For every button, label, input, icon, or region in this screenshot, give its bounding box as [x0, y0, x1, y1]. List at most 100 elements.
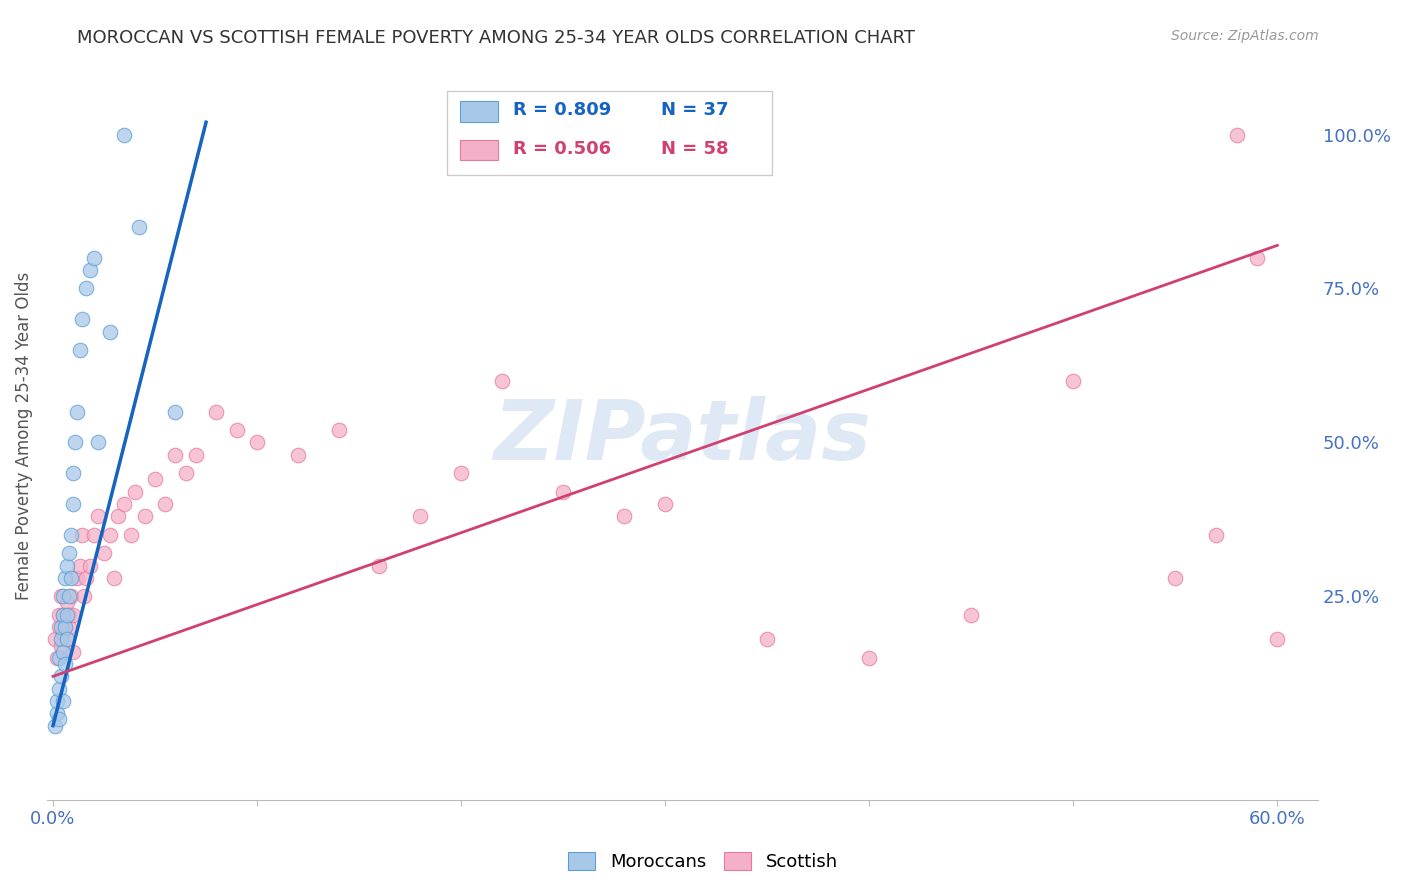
Point [62, 466, 84, 480]
Point [124, 484, 146, 499]
Point [120, 528, 142, 542]
Point [1225, 128, 1247, 142]
Point [60, 590, 83, 604]
FancyBboxPatch shape [460, 140, 498, 161]
Point [225, 423, 247, 437]
Point [450, 466, 472, 480]
Text: N = 37: N = 37 [661, 101, 728, 119]
Point [654, 497, 676, 511]
Point [53, 620, 76, 634]
Point [56, 595, 79, 609]
Point [205, 404, 228, 418]
Point [60, 571, 83, 585]
Point [62, 645, 84, 659]
Point [1205, 528, 1227, 542]
Point [70, 312, 93, 326]
Point [51, 590, 73, 604]
Point [52, 590, 75, 604]
Point [65, 435, 87, 450]
Point [44, 718, 66, 732]
Point [165, 448, 187, 462]
Text: R = 0.506: R = 0.506 [513, 139, 612, 158]
Point [87, 509, 110, 524]
Point [858, 651, 880, 665]
Y-axis label: Female Poverty Among 25-34 Year Olds: Female Poverty Among 25-34 Year Olds [15, 272, 32, 600]
Point [75, 571, 97, 585]
Point [87, 435, 110, 450]
Point [48, 620, 70, 634]
Point [46, 651, 69, 665]
Point [960, 607, 983, 622]
Point [56, 558, 79, 573]
Point [79, 558, 101, 573]
Point [66, 404, 89, 418]
Point [79, 263, 101, 277]
Text: MOROCCAN VS SCOTTISH FEMALE POVERTY AMONG 25-34 YEAR OLDS CORRELATION CHART: MOROCCAN VS SCOTTISH FEMALE POVERTY AMON… [77, 29, 915, 46]
FancyBboxPatch shape [447, 91, 772, 175]
Point [287, 448, 309, 462]
Point [53, 657, 76, 671]
Point [53, 571, 76, 585]
Point [165, 404, 187, 418]
Point [53, 620, 76, 634]
Point [51, 620, 73, 634]
Point [52, 607, 75, 622]
Point [52, 694, 75, 708]
Point [107, 509, 129, 524]
Point [184, 448, 207, 462]
Point [98, 325, 121, 339]
Point [1164, 571, 1187, 585]
Point [1246, 251, 1268, 265]
Point [143, 472, 166, 486]
Point [69, 558, 91, 573]
Point [56, 632, 79, 647]
Point [72, 590, 94, 604]
Point [56, 632, 79, 647]
Text: R = 0.809: R = 0.809 [513, 101, 612, 119]
Point [48, 681, 70, 696]
Point [128, 219, 150, 234]
Point [44, 632, 66, 647]
Point [48, 651, 70, 665]
Point [52, 645, 75, 659]
Point [174, 466, 197, 480]
Point [155, 497, 177, 511]
Point [1062, 374, 1084, 388]
Point [51, 632, 73, 647]
Text: N = 58: N = 58 [661, 139, 728, 158]
Point [51, 669, 73, 683]
Point [368, 558, 391, 573]
Point [69, 343, 91, 357]
FancyBboxPatch shape [460, 102, 498, 121]
Point [51, 639, 73, 653]
Point [93, 546, 115, 560]
Point [103, 571, 125, 585]
Point [112, 128, 135, 142]
Point [46, 706, 69, 721]
Point [62, 607, 84, 622]
Point [553, 484, 575, 499]
Text: ZIPatlas: ZIPatlas [494, 396, 872, 476]
Legend: Moroccans, Scottish: Moroccans, Scottish [561, 845, 845, 879]
Point [66, 571, 89, 585]
Point [83, 251, 105, 265]
Point [75, 281, 97, 295]
Point [246, 435, 269, 450]
Point [60, 528, 83, 542]
Point [1265, 632, 1288, 647]
Point [58, 590, 80, 604]
Point [48, 713, 70, 727]
Point [756, 632, 779, 647]
Point [491, 374, 513, 388]
Point [409, 509, 432, 524]
Point [52, 626, 75, 640]
Text: Source: ZipAtlas.com: Source: ZipAtlas.com [1171, 29, 1319, 43]
Point [98, 528, 121, 542]
Point [70, 528, 93, 542]
Point [613, 509, 636, 524]
Point [112, 497, 135, 511]
Point [46, 694, 69, 708]
Point [134, 509, 156, 524]
Point [48, 607, 70, 622]
Point [58, 546, 80, 560]
